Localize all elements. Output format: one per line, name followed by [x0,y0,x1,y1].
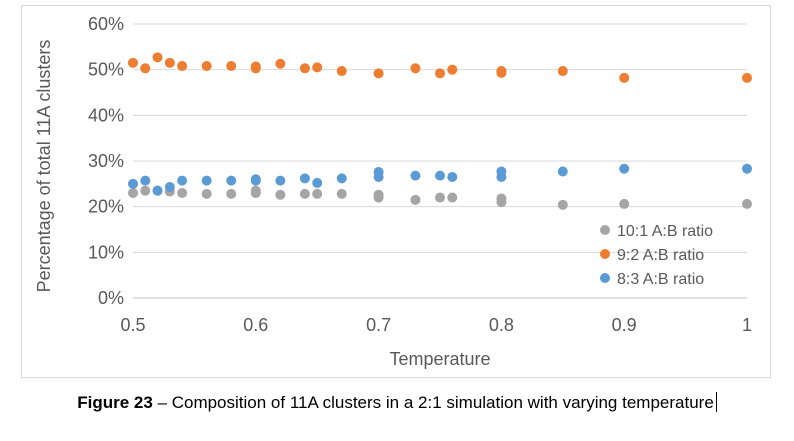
data-point [557,166,568,177]
x-tick-label: 0.5 [120,315,145,335]
data-point [128,178,138,189]
data-point [177,175,188,186]
data-point [410,194,421,205]
data-point [250,63,261,74]
text-cursor [715,392,717,412]
data-point [152,185,163,196]
data-point [128,187,138,198]
legend-marker [600,225,610,235]
data-point [373,192,384,203]
y-tick-label: 60% [88,14,124,34]
data-point [336,188,347,199]
data-point [619,198,630,209]
y-tick-label: 30% [88,151,124,171]
y-tick-label: 40% [88,105,124,125]
data-point [164,182,175,193]
legend-label: 9:2 A:B ratio [617,247,704,264]
data-point [435,68,445,79]
data-point [226,61,237,72]
data-point [496,197,507,208]
chart-frame: 0% 10% 20% 30% 40% 50% 60% 0.5 0.6 0.7 0.8 0.9 1 Temp… [21,5,771,378]
data-point [275,189,286,200]
data-point [250,174,261,185]
data-point [164,57,175,68]
data-point [619,72,630,83]
legend-marker [600,273,610,283]
caption-label: Figure 23 [77,393,153,412]
x-tick-label: 0.8 [489,315,514,335]
data-point [742,198,752,209]
data-point [435,170,445,181]
data-point [742,72,752,83]
data-point [140,175,151,186]
data-point [177,187,188,198]
data-point [336,173,347,184]
data-point [275,58,286,69]
data-point [410,63,421,74]
x-axis-title: Temperature [389,349,490,369]
data-point [299,63,310,74]
y-tick-label: 10% [88,242,124,262]
data-point [312,188,323,199]
data-point [226,175,237,186]
data-point [250,185,261,196]
y-tick-label: 50% [88,60,124,80]
data-point [177,61,188,72]
y-axis-title: Percentage of total 11A clusters [34,40,54,293]
data-point [275,175,286,186]
data-point [496,67,507,78]
data-point [201,175,212,186]
legend-marker [600,249,610,259]
y-tick-label: 20% [88,197,124,217]
caption-text: – Composition of 11A clusters in a 2:1 s… [152,393,714,412]
data-point [299,173,310,184]
data-point [447,64,458,75]
data-point [312,62,323,73]
legend-label: 8:3 A:B ratio [617,271,704,288]
x-tick-label: 0.7 [366,315,391,335]
data-point [557,66,568,77]
data-point [299,188,310,199]
scatter-chart: 0% 10% 20% 30% 40% 50% 60% 0.5 0.6 0.7 0.8 0.9 1 Temp… [34,14,752,369]
data-point [312,177,323,188]
data-point [742,163,752,174]
legend-label: 10:1 A:B ratio [617,223,713,240]
data-point [336,66,347,77]
data-point [373,171,384,182]
data-point [201,61,212,72]
y-tick-label: 0% [98,288,124,308]
data-point [557,199,568,210]
x-tick-label: 0.9 [612,315,637,335]
data-point [226,188,237,199]
data-point [447,171,458,182]
data-point [410,170,421,181]
data-point [619,163,630,174]
figure-caption: Figure 23 – Composition of 11A clusters … [0,392,794,413]
data-point [435,192,445,203]
data-point [373,68,384,79]
data-point [128,57,138,68]
data-point [152,52,163,63]
data-point [140,63,151,74]
data-point [201,188,212,199]
data-point [496,171,507,182]
x-tick-label: 0.6 [243,315,268,335]
data-point [140,185,151,196]
data-point [447,192,458,203]
x-tick-label: 1 [742,315,752,335]
